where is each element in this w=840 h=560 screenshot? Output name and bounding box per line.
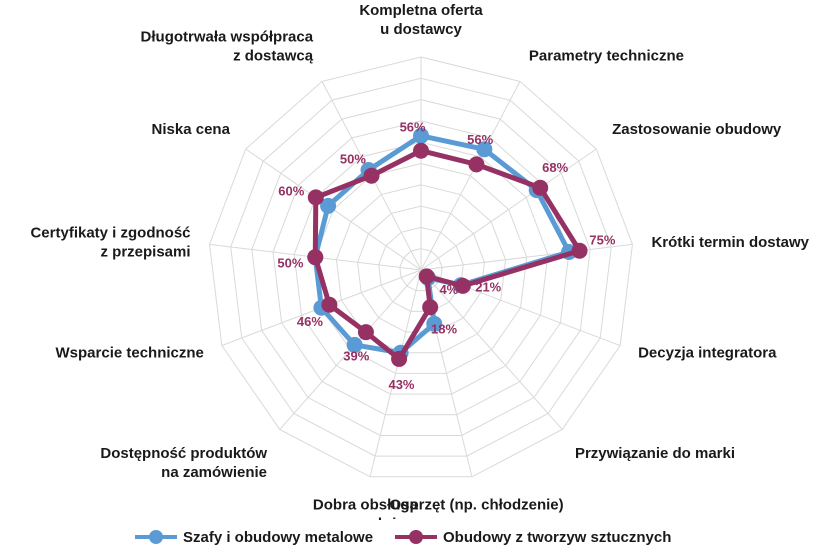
data-label: 68% — [542, 160, 568, 175]
series-1-point — [321, 296, 338, 313]
legend-label-metal: Szafy i obudowy metalowe — [183, 528, 374, 546]
data-label: 50% — [340, 151, 366, 166]
data-label: 75% — [589, 233, 615, 248]
series-1-point — [307, 249, 324, 266]
series-1-point — [532, 179, 549, 196]
axis-category-label: Parametry techniczne — [529, 47, 684, 64]
data-label: 18% — [431, 322, 457, 337]
data-label: 46% — [297, 314, 323, 329]
grid-ring — [293, 141, 549, 395]
grid-ring — [399, 248, 443, 292]
radar-chart: Kompletna oferta u dostawcy Parametry tech… — [30, 2, 809, 520]
grid-ring — [251, 99, 591, 436]
data-label: 56% — [400, 120, 426, 135]
axis-category-label: Certyfikaty i zgodność z przepisami — [30, 225, 190, 261]
grid-ring — [335, 184, 507, 354]
data-label: 39% — [343, 349, 369, 364]
axis-category-label: Długotrwała współpraca z dostawcą — [141, 28, 314, 64]
axis-labels: Kompletna oferta u dostawcy Parametry tech… — [30, 2, 809, 520]
grid-spoke — [369, 269, 422, 477]
legend-swatch-metal — [135, 530, 177, 544]
series-1-point — [413, 142, 429, 159]
legend-item-metal: Szafy i obudowy metalowe — [135, 524, 373, 550]
grid-ring — [209, 56, 633, 478]
series-0-point — [476, 141, 493, 158]
legend-swatch-plastic — [395, 530, 437, 544]
chart-series — [307, 127, 588, 367]
data-label: 60% — [278, 184, 304, 199]
axis-category-label: Zastosowanie obudowy — [612, 121, 782, 138]
series-1-point — [418, 268, 435, 285]
data-label: 21% — [475, 280, 501, 295]
grid-ring — [378, 226, 464, 312]
series-1-point — [357, 324, 374, 341]
axis-category-label: Dobra obsługaposprzedażna — [313, 496, 419, 520]
series-0-point — [426, 315, 443, 332]
series-1-point — [422, 299, 439, 316]
chart-legend: Szafy i obudowy metalowe Obudowy z tworz… — [0, 524, 840, 550]
series-1-point — [391, 350, 408, 367]
data-label: 56% — [467, 132, 493, 147]
chart-grid — [209, 56, 633, 478]
axis-category-label: Kompletna oferta u dostawcy — [359, 2, 483, 38]
grid-spoke — [420, 243, 633, 271]
series-0-point — [320, 197, 337, 214]
grid-spoke — [420, 81, 521, 271]
legend-label-plastic: Obudowy z tworzyw sztucznych — [443, 528, 672, 546]
axis-category-label: Wsparcie techniczne — [56, 344, 204, 361]
series-1-point — [363, 167, 380, 184]
data-label: 50% — [277, 256, 303, 271]
series-line-0 — [312, 133, 572, 356]
series-1-point — [307, 189, 324, 206]
series-1-point — [454, 277, 471, 294]
series-0-point — [346, 336, 363, 353]
series-1-point — [571, 242, 588, 259]
legend-item-plastic: Obudowy z tworzyw sztucznych — [395, 524, 671, 550]
series-1-point — [468, 156, 485, 173]
axis-category-label: Decyzja integratora — [638, 344, 777, 361]
data-label: 43% — [388, 377, 414, 392]
grid-ring — [230, 77, 612, 457]
axis-category-label: Osprzęt (np. chłodzenie) — [389, 496, 563, 513]
series-line-1 — [312, 148, 583, 362]
grid-spoke — [420, 269, 563, 430]
axis-category-label: Dostępność produktów na zamówienie — [100, 445, 267, 481]
data-labels: 56% 56% 68% 75% 21% 4% 18% 43% 39% 46% 50% 60% 50% — [277, 120, 615, 393]
data-label: 4% — [439, 282, 458, 297]
axis-category-label: Niska cena — [152, 121, 231, 138]
axis-category-label: Krótki termin dostawy — [651, 234, 809, 251]
axis-category-label: Przywiązanie do marki — [575, 445, 735, 462]
grid-ring — [314, 162, 528, 374]
series-0-point — [413, 127, 429, 144]
grid-spoke — [420, 148, 597, 271]
